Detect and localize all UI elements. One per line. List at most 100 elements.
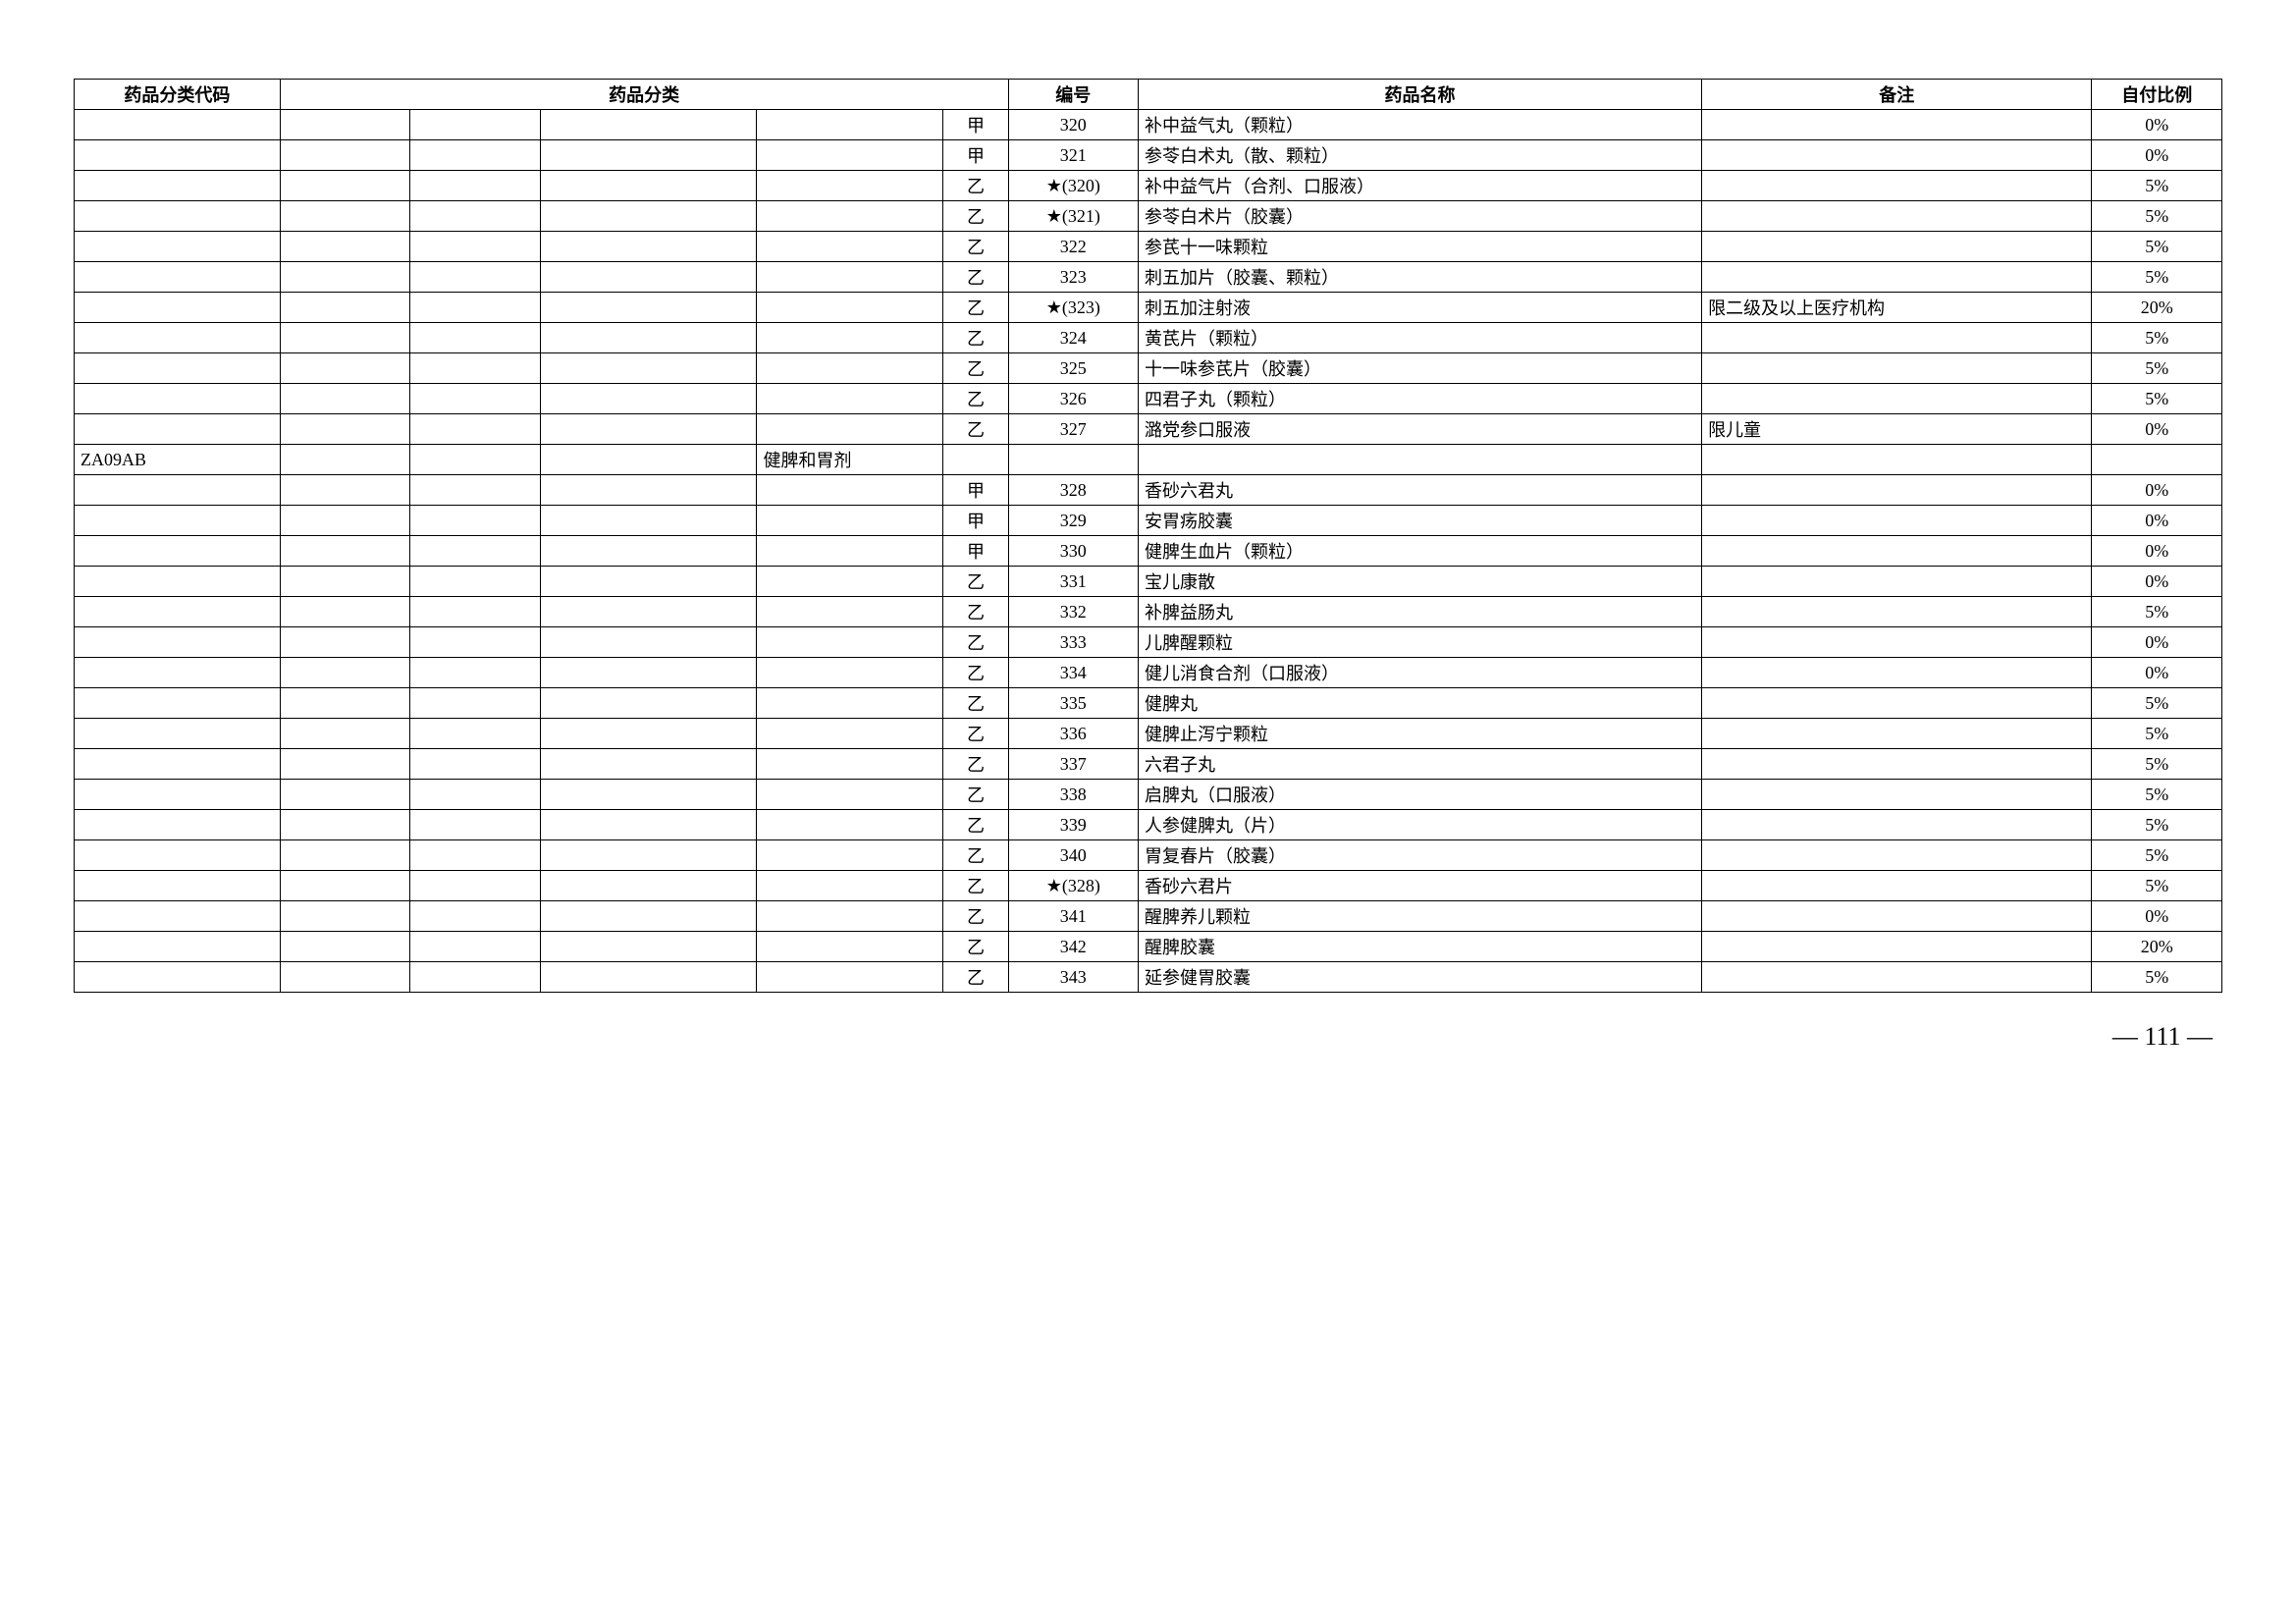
cell-class: 乙	[943, 688, 1008, 719]
cell-note	[1702, 201, 2092, 232]
cell-cat3	[540, 384, 757, 414]
header-name: 药品名称	[1139, 80, 1702, 110]
cell-cat4	[757, 810, 943, 840]
cell-cat3	[540, 932, 757, 962]
cell-drug-name: 健脾生血片（颗粒）	[1139, 536, 1702, 567]
cell-cat4	[757, 171, 943, 201]
cell-cat2	[410, 810, 540, 840]
cell-ratio: 5%	[2092, 749, 2222, 780]
cell-note	[1702, 110, 2092, 140]
table-row: 乙343延参健胃胶囊5%	[75, 962, 2222, 993]
cell-cat2	[410, 597, 540, 627]
cell-cat4	[757, 627, 943, 658]
cell-ratio: 0%	[2092, 901, 2222, 932]
cell-number: 324	[1008, 323, 1138, 353]
cell-cat4	[757, 262, 943, 293]
cell-code	[75, 171, 281, 201]
cell-ratio	[2092, 445, 2222, 475]
cell-drug-name: 十一味参芪片（胶囊）	[1139, 353, 1702, 384]
cell-cat2	[410, 293, 540, 323]
cell-note	[1702, 262, 2092, 293]
cell-drug-name: 醒脾胶囊	[1139, 932, 1702, 962]
cell-cat2	[410, 201, 540, 232]
table-row: 甲320补中益气丸（颗粒）0%	[75, 110, 2222, 140]
cell-cat1	[280, 810, 409, 840]
cell-note	[1702, 749, 2092, 780]
cell-drug-name: 宝儿康散	[1139, 567, 1702, 597]
cell-cat2	[410, 962, 540, 993]
cell-code	[75, 323, 281, 353]
cell-cat4	[757, 140, 943, 171]
table-row: 乙336健脾止泻宁颗粒5%	[75, 719, 2222, 749]
cell-number: ★(328)	[1008, 871, 1138, 901]
cell-note	[1702, 171, 2092, 201]
table-row: 乙339人参健脾丸（片）5%	[75, 810, 2222, 840]
cell-ratio: 5%	[2092, 262, 2222, 293]
cell-number: 327	[1008, 414, 1138, 445]
cell-cat4	[757, 293, 943, 323]
cell-ratio: 5%	[2092, 323, 2222, 353]
cell-drug-name: 黄芪片（颗粒）	[1139, 323, 1702, 353]
cell-class: 甲	[943, 506, 1008, 536]
cell-class: 乙	[943, 780, 1008, 810]
cell-number: 340	[1008, 840, 1138, 871]
cell-ratio: 5%	[2092, 232, 2222, 262]
drug-table: 药品分类代码 药品分类 编号 药品名称 备注 自付比例 甲320补中益气丸（颗粒…	[74, 79, 2222, 993]
cell-cat4	[757, 201, 943, 232]
cell-cat4	[757, 353, 943, 384]
cell-class: 甲	[943, 475, 1008, 506]
cell-ratio: 5%	[2092, 810, 2222, 840]
cell-cat3	[540, 293, 757, 323]
cell-class: 乙	[943, 567, 1008, 597]
cell-code	[75, 201, 281, 232]
cell-cat3	[540, 962, 757, 993]
cell-drug-name: 补中益气丸（颗粒）	[1139, 110, 1702, 140]
cell-drug-name: 香砂六君片	[1139, 871, 1702, 901]
cell-cat2	[410, 353, 540, 384]
table-row: 甲328香砂六君丸0%	[75, 475, 2222, 506]
table-row: 乙★(320)补中益气片（合剂、口服液）5%	[75, 171, 2222, 201]
cell-cat1	[280, 567, 409, 597]
cell-note	[1702, 232, 2092, 262]
cell-cat1	[280, 749, 409, 780]
cell-cat1	[280, 262, 409, 293]
table-row: 乙★(321)参苓白术片（胶囊）5%	[75, 201, 2222, 232]
cell-number: 329	[1008, 506, 1138, 536]
cell-class: 乙	[943, 658, 1008, 688]
cell-ratio: 0%	[2092, 658, 2222, 688]
cell-note	[1702, 140, 2092, 171]
cell-cat1	[280, 597, 409, 627]
cell-cat2	[410, 262, 540, 293]
cell-cat4: 健脾和胃剂	[757, 445, 943, 475]
cell-drug-name: 刺五加片（胶囊、颗粒）	[1139, 262, 1702, 293]
cell-number: 333	[1008, 627, 1138, 658]
cell-cat2	[410, 445, 540, 475]
cell-number	[1008, 445, 1138, 475]
cell-cat1	[280, 140, 409, 171]
cell-code	[75, 140, 281, 171]
cell-number: ★(323)	[1008, 293, 1138, 323]
cell-cat2	[410, 901, 540, 932]
cell-cat4	[757, 536, 943, 567]
cell-cat3	[540, 780, 757, 810]
cell-cat4	[757, 323, 943, 353]
cell-number: 330	[1008, 536, 1138, 567]
cell-cat1	[280, 901, 409, 932]
cell-number: ★(320)	[1008, 171, 1138, 201]
cell-cat4	[757, 840, 943, 871]
cell-cat2	[410, 567, 540, 597]
cell-cat2	[410, 719, 540, 749]
cell-class: 乙	[943, 353, 1008, 384]
table-row: 乙★(328)香砂六君片5%	[75, 871, 2222, 901]
cell-ratio: 0%	[2092, 627, 2222, 658]
cell-cat3	[540, 140, 757, 171]
cell-class: 乙	[943, 962, 1008, 993]
cell-cat4	[757, 567, 943, 597]
cell-note	[1702, 384, 2092, 414]
cell-note	[1702, 871, 2092, 901]
cell-cat4	[757, 232, 943, 262]
cell-drug-name: 香砂六君丸	[1139, 475, 1702, 506]
cell-class: 乙	[943, 232, 1008, 262]
cell-cat2	[410, 749, 540, 780]
cell-cat3	[540, 901, 757, 932]
